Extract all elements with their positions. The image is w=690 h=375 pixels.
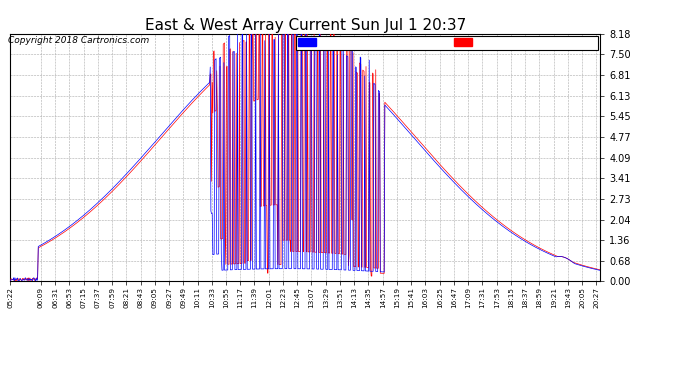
- Legend: East Array  (DC Amps), West Array  (DC Amps): East Array (DC Amps), West Array (DC Amp…: [295, 36, 598, 50]
- Text: Copyright 2018 Cartronics.com: Copyright 2018 Cartronics.com: [8, 36, 150, 45]
- Title: East & West Array Current Sun Jul 1 20:37: East & West Array Current Sun Jul 1 20:3…: [145, 18, 466, 33]
